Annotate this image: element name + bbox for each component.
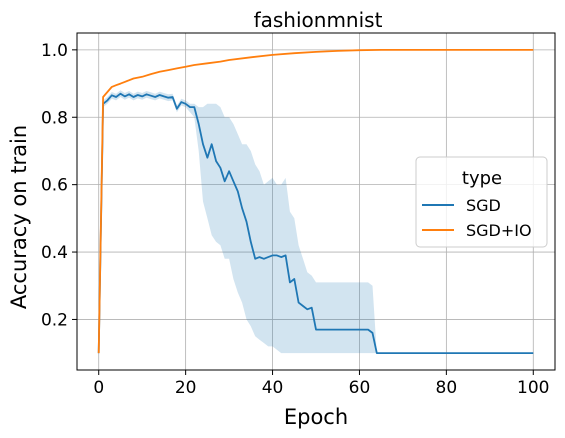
x-tick-label: 20: [175, 378, 197, 398]
x-tick-label: 40: [262, 378, 284, 398]
legend-label-sgd: SGD: [466, 196, 501, 215]
legend: type SGD SGD+IO: [415, 156, 548, 248]
x-axis: 0 20 40 60 80 100: [93, 370, 549, 398]
y-tick-label: 0.8: [41, 108, 68, 128]
legend-box: [415, 156, 548, 248]
plot-frame: [76, 32, 556, 371]
series-line-sgd-io: [97, 49, 534, 354]
y-tick-label: 0.2: [41, 310, 68, 330]
y-axis: 0.2 0.4 0.6 0.8 1.0: [41, 41, 77, 330]
x-tick-label: 0: [93, 378, 104, 398]
y-tick-label: 0.4: [41, 243, 68, 263]
x-tick-label: 100: [517, 378, 549, 398]
x-tick-label: 60: [349, 378, 371, 398]
x-tick-label: 80: [436, 378, 458, 398]
chart-title: fashionmnist: [254, 8, 383, 32]
x-axis-label: Epoch: [284, 405, 348, 429]
series-line-sgd: [97, 92, 534, 355]
legend-title: type: [462, 168, 502, 189]
legend-label-sgd-io: SGD+IO: [466, 221, 532, 240]
y-axis-label: Accuracy on train: [7, 125, 31, 309]
y-tick-label: 0.6: [41, 176, 68, 196]
series-lines: [97, 49, 534, 355]
y-tick-label: 1.0: [41, 41, 68, 61]
